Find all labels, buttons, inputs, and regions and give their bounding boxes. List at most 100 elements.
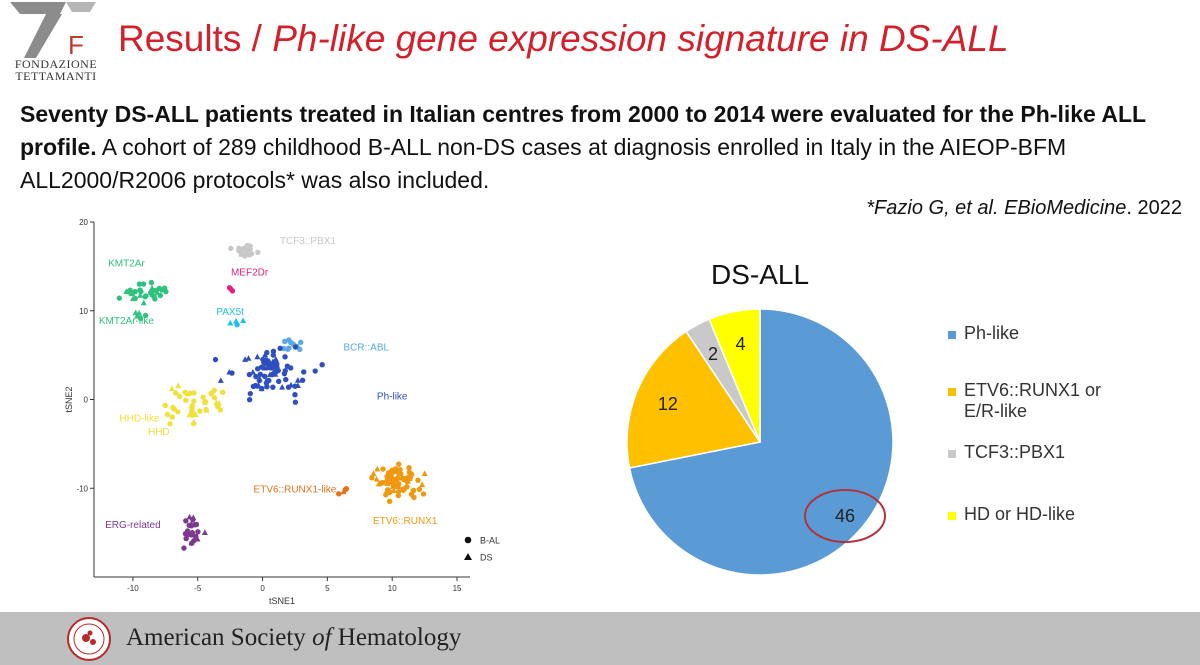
b-all-point — [157, 292, 164, 299]
y-tick-label: 10 — [79, 307, 88, 316]
b-all-point — [261, 373, 268, 380]
b-all-point — [292, 392, 298, 398]
ds-point — [201, 529, 208, 535]
legend-label: ETV6::RUNX1 or E/R-like — [964, 380, 1101, 421]
ds-point — [149, 284, 156, 291]
b-all-point — [282, 354, 288, 360]
ds-point — [240, 317, 247, 324]
b-all-point — [246, 396, 253, 403]
legend-label: HD or HD-like — [964, 504, 1075, 524]
b-all-point — [263, 380, 270, 386]
b-all-point — [208, 390, 214, 396]
b-all-point — [312, 368, 318, 374]
b-all-point — [148, 279, 155, 286]
x-tick-label: 15 — [453, 584, 462, 593]
b-all-point — [389, 467, 395, 473]
ds-point — [375, 480, 382, 487]
b-all-point — [182, 530, 189, 537]
b-all-point — [282, 338, 288, 345]
b-all-point — [395, 489, 402, 495]
fondazione-logo-text: FONDAZIONE TETTAMANTI — [6, 58, 106, 82]
ds-point — [227, 319, 234, 326]
ds-point — [421, 470, 428, 476]
ds-point — [201, 397, 208, 404]
ds-point — [226, 368, 233, 375]
b-all-point — [183, 518, 189, 524]
legend-swatch — [948, 331, 956, 339]
cluster-label: MEF2Dr — [231, 267, 269, 278]
b-all-point — [132, 295, 138, 302]
ds-point — [188, 539, 195, 546]
ds-point — [373, 476, 380, 482]
b-all-point — [191, 390, 197, 396]
b-all-point — [319, 361, 325, 368]
b-all-point — [238, 251, 245, 257]
b-all-point — [270, 364, 276, 371]
cluster-label: HHD — [148, 427, 170, 438]
cluster-label: ERG-related — [105, 520, 161, 531]
x-tick-label: 10 — [388, 584, 397, 593]
fondazione-logo: F — [6, 0, 98, 92]
society-of: of — [312, 624, 332, 651]
slide-title: Results / Ph-like gene expression signat… — [118, 18, 1009, 60]
legend-swatch — [948, 388, 956, 396]
b-all-point — [147, 290, 154, 296]
title-italic: Ph-like gene expression signature in DS-… — [272, 18, 1009, 59]
society-prefix: American Society — [126, 624, 313, 651]
b-all-point — [116, 295, 123, 301]
x-tick-label: 5 — [325, 584, 330, 593]
b-all-point — [416, 486, 423, 493]
b-all-point — [260, 356, 266, 363]
b-all-point — [189, 412, 195, 418]
b-all-point — [383, 492, 389, 498]
b-all-point — [181, 545, 187, 551]
b-all-point — [286, 345, 292, 351]
b-all-point — [288, 339, 294, 346]
ds-point — [370, 470, 377, 476]
title-plain: Results / — [118, 18, 273, 59]
b-all-point — [200, 394, 206, 400]
b-all-point — [214, 403, 221, 410]
legend-circle-marker — [464, 536, 472, 544]
b-all-point — [190, 420, 197, 427]
intro-paragraph: Seventy DS-ALL patients treated in Itali… — [20, 98, 1185, 197]
b-all-point — [415, 477, 421, 483]
b-all-point — [398, 471, 404, 477]
b-all-point — [164, 411, 171, 418]
ref-prefix: * — [866, 197, 875, 219]
ds-point — [294, 377, 301, 383]
intro-bold: Seventy DS-ALL patients treated in Itali… — [20, 101, 1146, 160]
society-suffix: Hematology — [331, 624, 462, 651]
cluster-label: BCR::ABL — [343, 343, 389, 354]
cluster-label: KMT2Ar-like — [99, 316, 154, 327]
legend-swatch — [948, 512, 956, 520]
ds-point — [419, 481, 426, 488]
b-all-point — [292, 344, 299, 350]
legend-label-line: ETV6::RUNX1 or — [964, 380, 1101, 400]
b-all-point — [385, 480, 391, 486]
ds-point — [203, 407, 210, 413]
b-all-point — [171, 406, 177, 412]
cluster-label: TCF3::PBX1 — [280, 236, 337, 247]
b-all-point — [336, 491, 342, 497]
ds-point — [294, 382, 301, 389]
pie-slice — [626, 330, 762, 469]
ds-point — [134, 312, 141, 319]
cluster-label: ETV6::RUNX1-like — [254, 485, 337, 496]
b-all-point — [162, 402, 168, 409]
svg-text:F: F — [68, 30, 84, 60]
b-all-point — [342, 487, 348, 493]
b-all-point — [395, 492, 402, 499]
cluster-label: PAX5t — [216, 307, 244, 318]
highlight-ellipse — [804, 489, 886, 543]
tsne-scatter-chart: -10 -5 0 5 10 15-1001020tSNE1tSNE2TCF3::PBX1M… — [64, 218, 500, 606]
b-all-point — [400, 487, 406, 493]
ds-point — [217, 377, 224, 383]
b-all-point — [183, 397, 189, 403]
ds-point — [129, 290, 136, 296]
legend-triangle-marker — [464, 553, 472, 560]
x-axis-title: tSNE1 — [269, 596, 295, 606]
x-tick-label: 0 — [260, 584, 265, 593]
y-axis-title: tSNE2 — [64, 386, 74, 412]
b-all-point — [407, 474, 414, 481]
